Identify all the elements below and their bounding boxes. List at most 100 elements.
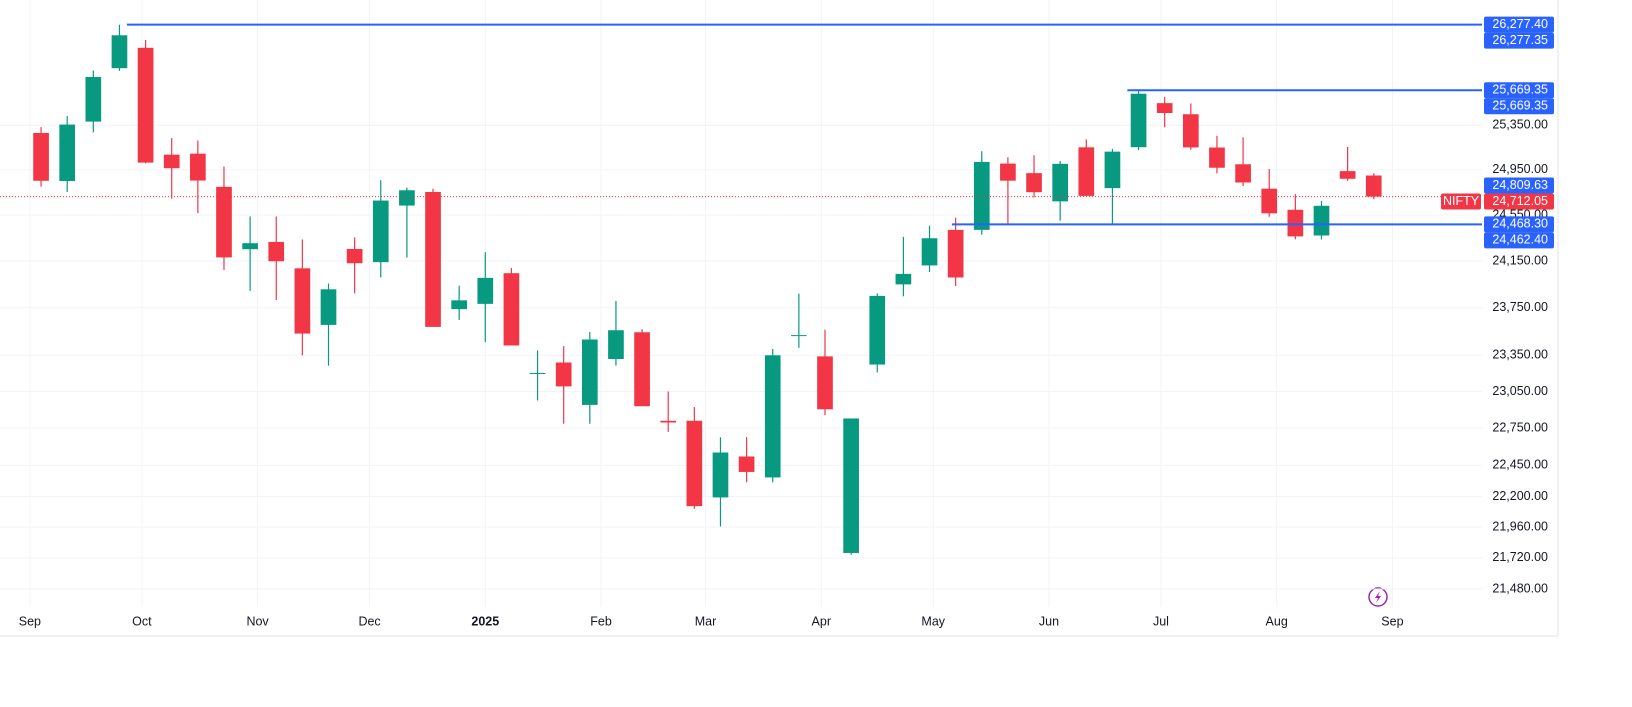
price-badge: 24,468.30 <box>1484 216 1554 233</box>
candle-body <box>190 153 206 181</box>
candle-body <box>477 277 494 304</box>
candle-body <box>1182 114 1199 148</box>
candle-body <box>1026 173 1042 193</box>
candle-body <box>137 47 154 163</box>
candle-body <box>1052 163 1069 202</box>
x-tick-label: Mar <box>695 614 717 628</box>
candle-body <box>294 268 311 334</box>
badge-bg <box>1484 16 1554 33</box>
x-tick-label: Aug <box>1266 614 1288 628</box>
symbol-label: NIFTY <box>1443 194 1480 208</box>
candle-body <box>242 243 258 250</box>
badge-bg <box>1484 193 1554 210</box>
candle-body <box>1078 147 1095 196</box>
y-tick-label: 25,350.00 <box>1492 118 1548 132</box>
candle-body <box>869 295 886 365</box>
badge-label: 26,277.40 <box>1492 17 1548 31</box>
x-tick-label: 2025 <box>471 614 499 628</box>
price-badge: 26,277.35 <box>1484 32 1554 49</box>
badge-bg <box>1484 177 1554 194</box>
candle-body <box>660 420 677 423</box>
badge-label: 24,462.40 <box>1492 233 1548 247</box>
candle-body <box>1209 147 1225 168</box>
candle-body <box>111 35 128 69</box>
candle-body <box>163 154 180 169</box>
candle-body <box>555 362 572 387</box>
candle-body <box>1235 164 1251 183</box>
price-badge: 26,277.40 <box>1484 16 1554 33</box>
candle-body <box>895 273 912 285</box>
candle-body <box>503 273 520 346</box>
x-tick-label: Jul <box>1153 614 1169 628</box>
badge-bg <box>1484 232 1554 249</box>
badge-label: 24,809.63 <box>1492 178 1548 192</box>
price-badge: 24,809.63 <box>1484 177 1554 194</box>
symbol-badge-bg <box>1441 193 1481 210</box>
candle-body <box>1287 209 1304 237</box>
candle-body <box>1000 163 1016 181</box>
candle-body <box>817 356 833 410</box>
x-tick-label: Apr <box>812 614 831 628</box>
lightning-icon[interactable] <box>1368 587 1388 607</box>
candle-body <box>529 372 546 374</box>
candle-body <box>399 190 415 206</box>
candle-body <box>1365 175 1382 197</box>
candle-body <box>425 191 441 327</box>
candle-body <box>451 300 467 310</box>
candle-body <box>1339 171 1356 179</box>
y-tick-label: 22,200.00 <box>1492 489 1548 503</box>
candle-body <box>33 132 49 181</box>
candle-body <box>1261 188 1278 214</box>
badge-label: 26,277.35 <box>1492 33 1548 47</box>
y-tick-label: 23,050.00 <box>1492 384 1548 398</box>
candle-body <box>634 332 650 407</box>
x-tick-label: Dec <box>358 614 380 628</box>
y-tick-label: 24,150.00 <box>1492 253 1548 267</box>
badge-bg <box>1484 32 1554 49</box>
badge-label: 25,669.35 <box>1492 99 1548 113</box>
candle-body <box>947 229 964 278</box>
candle-body <box>1130 93 1147 148</box>
y-tick-label: 21,720.00 <box>1492 550 1548 564</box>
candle-body <box>346 248 363 264</box>
candle-body <box>581 339 598 405</box>
y-tick-label: 24,950.00 <box>1492 162 1548 176</box>
candle-body <box>1104 151 1121 189</box>
candle-body <box>921 238 938 266</box>
candle-body <box>738 456 755 472</box>
badge-label: 24,468.30 <box>1492 217 1548 231</box>
candle-body <box>686 420 703 507</box>
badge-bg <box>1484 216 1554 233</box>
candle-body <box>320 289 337 325</box>
candle-body <box>372 200 389 263</box>
price-badge: 24,712.05 NIFTY <box>1441 193 1554 210</box>
y-tick-label: 22,450.00 <box>1492 458 1548 472</box>
price-badge: 24,462.40 <box>1484 232 1554 249</box>
candle-body <box>85 76 102 122</box>
badge-bg <box>1484 82 1554 99</box>
candle-body <box>1156 103 1173 114</box>
y-tick-label: 21,480.00 <box>1492 581 1548 595</box>
x-tick-label: Sep <box>1381 614 1403 628</box>
candle-body <box>59 124 76 182</box>
candle-body <box>973 161 990 230</box>
y-tick-label: 23,750.00 <box>1492 300 1548 314</box>
candle-body <box>791 335 807 337</box>
candle-body <box>843 418 859 553</box>
x-tick-label: Oct <box>132 614 152 628</box>
candle-body <box>764 355 781 478</box>
y-tick-label: 22,750.00 <box>1492 420 1548 434</box>
y-tick-label: 21,960.00 <box>1492 519 1548 533</box>
badge-label: 25,669.35 <box>1492 83 1548 97</box>
candle-body <box>608 330 624 360</box>
price-badge: 25,669.35 <box>1484 98 1554 115</box>
y-tick-label: 23,350.00 <box>1492 348 1548 362</box>
x-tick-label: Feb <box>590 614 612 628</box>
candle-body <box>1313 205 1330 236</box>
price-badge: 25,669.35 <box>1484 82 1554 99</box>
x-tick-label: Nov <box>246 614 269 628</box>
x-tick-label: Jun <box>1039 614 1059 628</box>
badge-bg <box>1484 98 1554 115</box>
